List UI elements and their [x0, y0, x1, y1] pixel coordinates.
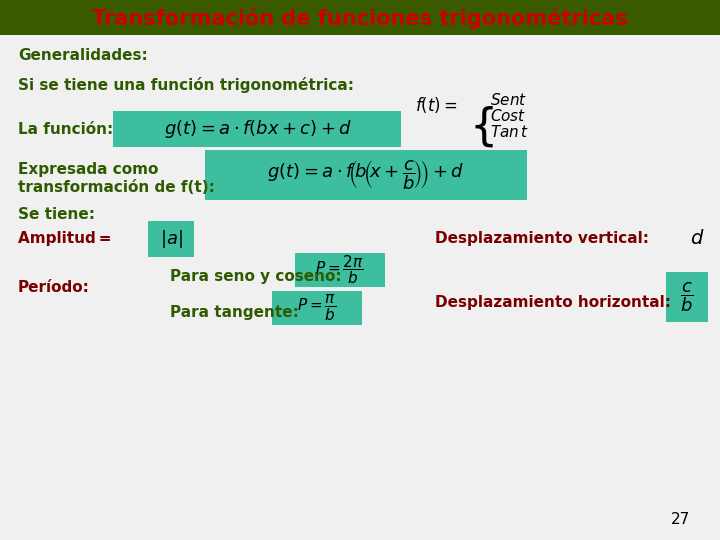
Text: Se tiene:: Se tiene: [18, 207, 95, 222]
Text: $\{$: $\{$ [469, 104, 494, 149]
Text: $P=\dfrac{2\pi}{b}$: $P=\dfrac{2\pi}{b}$ [315, 254, 364, 286]
Text: Para tangente:: Para tangente: [170, 305, 299, 320]
Text: Generalidades:: Generalidades: [18, 48, 148, 63]
Text: $Sent$: $Sent$ [490, 92, 527, 108]
Text: Período:: Período: [18, 280, 90, 295]
Text: $P=\dfrac{\pi}{b}$: $P=\dfrac{\pi}{b}$ [297, 293, 337, 323]
FancyBboxPatch shape [0, 0, 720, 35]
Text: $Tan\,t$: $Tan\,t$ [490, 124, 529, 140]
Text: La función:: La función: [18, 122, 113, 137]
Text: Desplazamiento horizontal:: Desplazamiento horizontal: [435, 294, 671, 309]
FancyBboxPatch shape [148, 221, 194, 257]
Text: 27: 27 [670, 512, 690, 528]
Text: $Cost$: $Cost$ [490, 108, 526, 124]
FancyBboxPatch shape [666, 272, 708, 322]
Text: $g(t)=a\cdot f(bx+c)+d$: $g(t)=a\cdot f(bx+c)+d$ [163, 118, 352, 140]
Text: $f(t) =$: $f(t) =$ [415, 95, 458, 115]
Text: $\dfrac{c}{b}$: $\dfrac{c}{b}$ [680, 280, 693, 314]
Text: Amplitud =: Amplitud = [18, 232, 112, 246]
Text: Para seno y coseno:: Para seno y coseno: [170, 269, 341, 285]
Text: Si se tiene una función trigonométrica:: Si se tiene una función trigonométrica: [18, 77, 354, 93]
FancyBboxPatch shape [113, 111, 401, 147]
FancyBboxPatch shape [205, 150, 527, 200]
Text: Transformación de funciones trigonométricas: Transformación de funciones trigonométri… [92, 7, 628, 29]
FancyBboxPatch shape [295, 253, 385, 287]
FancyBboxPatch shape [272, 291, 362, 325]
Text: transformación de f(t):: transformación de f(t): [18, 180, 215, 195]
Text: Desplazamiento vertical:: Desplazamiento vertical: [435, 232, 649, 246]
Text: Expresada como: Expresada como [18, 162, 158, 177]
Text: $|a|$: $|a|$ [160, 228, 182, 250]
Text: $g(t)=a\cdot f\!\left(\!b\!\left(\!x+\dfrac{c}{b}\!\right)\!\right)+d$: $g(t)=a\cdot f\!\left(\!b\!\left(\!x+\df… [267, 158, 464, 192]
Text: $d$: $d$ [690, 230, 704, 248]
